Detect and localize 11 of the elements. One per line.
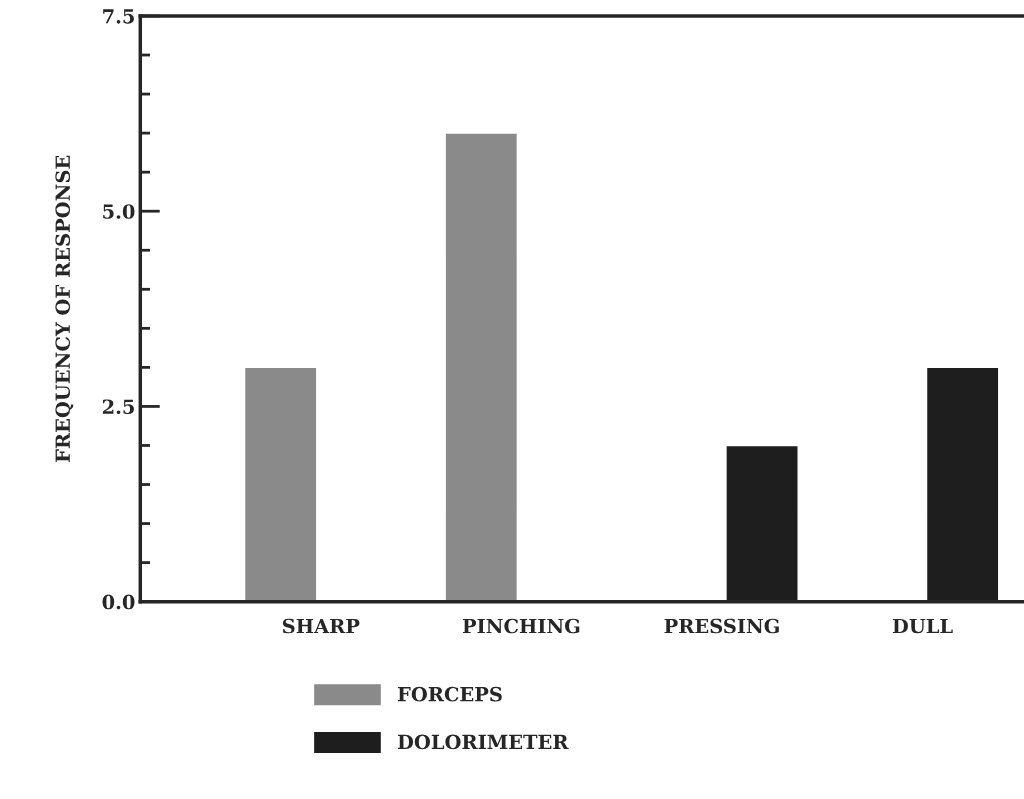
x-tick-label: DULL [892,618,953,634]
x-tick-label: SHARP [282,618,360,634]
x-tick-label: PINCHING [462,618,580,634]
y-axis-title: FREQUENCY OF RESPONSE [55,155,74,462]
y-tick-label: 0.0 [102,594,135,610]
y-tick-label: 5.0 [103,204,135,219]
y-tick-label: 2.5 [102,399,134,415]
x-tick-label: PRESSING [664,618,779,634]
legend-label: FORCEPS [397,686,502,702]
y-tick-label: 7.5 [103,9,134,24]
legend-label: DOLORIMETER [397,734,569,750]
